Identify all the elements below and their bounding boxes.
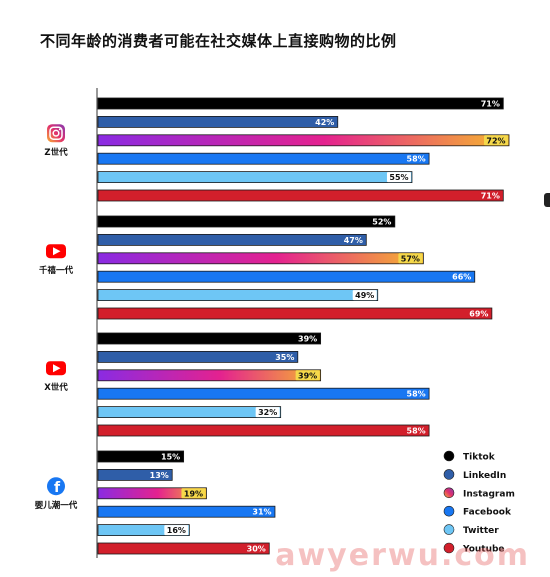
legend-marker-youtube [443, 542, 455, 554]
bar-linkedin-4 [97, 468, 173, 481]
facebook-icon: f [47, 477, 65, 496]
youtube-icon [46, 361, 66, 376]
bar-youtube-4 [97, 542, 270, 555]
bar-youtube-2 [97, 307, 493, 320]
data-label-bg [255, 407, 280, 418]
side-scroll-marker [544, 193, 550, 207]
chart-title: 不同年龄的消费者可能在社交媒体上直接购物的比例 [40, 32, 397, 50]
bar-twitter-4 [97, 524, 190, 536]
bar-facebook-4 [97, 505, 276, 518]
youtube-icon [46, 244, 66, 259]
data-label: 52% [372, 218, 391, 227]
data-label: 13% [150, 471, 169, 480]
group-label: Z世代 [44, 147, 68, 158]
bar-facebook-1 [97, 152, 430, 165]
data-label: 72% [486, 136, 505, 145]
legend-marker-instagram [443, 487, 455, 499]
data-label: 39% [298, 335, 317, 344]
bar-facebook-3 [97, 387, 430, 400]
legend-label-linkedin: LinkedIn [463, 471, 506, 481]
data-label-bg [164, 525, 189, 536]
group-label: 千禧一代 [39, 265, 74, 276]
bar-linkedin-1 [97, 116, 339, 128]
svg-text:f: f [54, 480, 61, 496]
data-label-bg [398, 253, 423, 264]
bar-tiktok-1 [97, 97, 504, 110]
bar-instagram-3 [97, 369, 322, 382]
data-label-bg [295, 370, 320, 381]
data-label: 30% [247, 545, 266, 554]
bar-facebook-2 [97, 270, 476, 283]
legend-marker-twitter [443, 524, 455, 535]
data-label: 58% [407, 155, 426, 164]
data-label: 69% [469, 310, 488, 319]
data-label: 71% [481, 100, 500, 109]
data-label: 31% [252, 508, 271, 517]
instagram-icon [47, 124, 65, 143]
bar-twitter-2 [97, 289, 379, 302]
legend-label-facebook: Facebook [463, 508, 512, 518]
data-label: 42% [315, 118, 334, 127]
data-label: 19% [184, 489, 203, 498]
group-label: 婴儿潮一代 [35, 500, 78, 511]
bar-instagram-1 [97, 134, 510, 147]
data-label: 16% [167, 526, 186, 535]
bar-youtube-1 [97, 189, 504, 202]
legend-marker-facebook [443, 505, 455, 517]
watermark-text: awyerwu.com [275, 538, 530, 573]
legend-marker-tiktok [443, 450, 455, 462]
data-label-bg [352, 290, 377, 301]
bar-tiktok-3 [97, 332, 322, 345]
bar-youtube-3 [97, 424, 430, 437]
bar-tiktok-4 [97, 450, 185, 463]
data-label: 47% [344, 236, 363, 245]
data-label: 49% [355, 291, 374, 300]
legend-label-instagram: Instagram [463, 489, 515, 499]
data-label: 58% [407, 427, 426, 436]
bar-linkedin-2 [97, 233, 367, 246]
data-label: 35% [275, 353, 294, 362]
data-label-bg [386, 172, 411, 183]
data-label: 55% [389, 173, 408, 182]
legend-label-tiktok: Tiktok [463, 453, 496, 463]
data-label-bg [484, 135, 508, 146]
data-label-bg [181, 488, 206, 499]
data-label: 39% [298, 371, 317, 380]
data-label: 66% [452, 273, 471, 282]
legend-label-youtube: Youtube [462, 545, 505, 555]
group-label: X世代 [44, 382, 68, 393]
bar-linkedin-3 [97, 350, 299, 363]
bar-twitter-1 [97, 171, 413, 184]
legend-label-twitter: Twitter [463, 526, 499, 536]
data-label: 71% [481, 192, 500, 201]
bar-instagram-4 [97, 487, 207, 500]
data-label: 15% [161, 453, 180, 462]
bar-instagram-2 [97, 252, 424, 265]
data-label: 57% [401, 254, 420, 263]
bar-twitter-3 [97, 406, 282, 419]
legend-marker-linkedin [443, 469, 455, 480]
bar-tiktok-2 [97, 215, 396, 228]
data-label: 58% [407, 390, 426, 399]
data-label: 32% [258, 408, 277, 417]
